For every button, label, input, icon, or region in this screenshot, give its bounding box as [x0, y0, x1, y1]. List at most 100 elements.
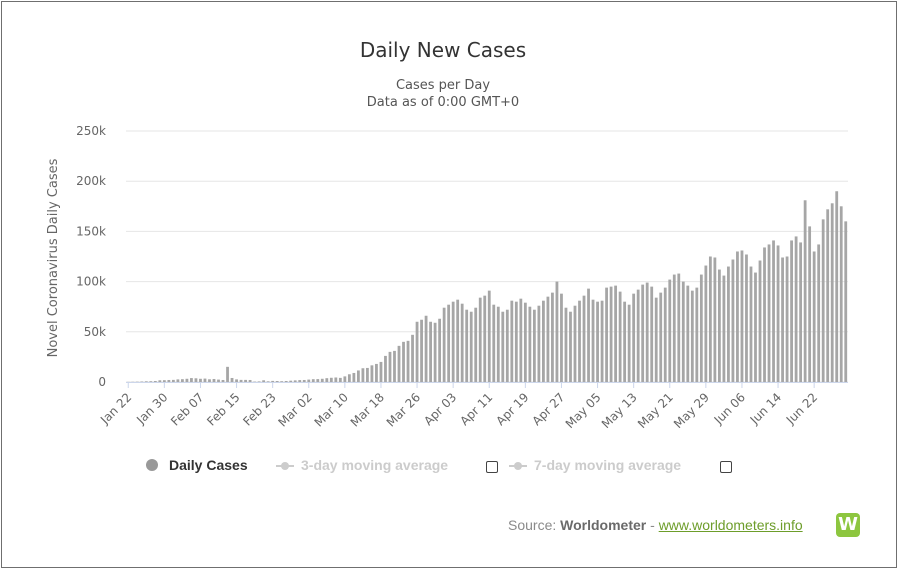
bar[interactable] — [284, 381, 288, 382]
bar[interactable] — [388, 351, 392, 382]
bar[interactable] — [171, 379, 175, 382]
bar[interactable] — [731, 259, 735, 382]
bar[interactable] — [199, 378, 202, 382]
bar[interactable] — [302, 379, 306, 382]
bar[interactable] — [492, 304, 496, 382]
bar[interactable] — [817, 244, 821, 382]
bar[interactable] — [830, 203, 834, 382]
bar[interactable] — [596, 301, 599, 382]
bar[interactable] — [672, 274, 676, 382]
bar[interactable] — [221, 379, 225, 382]
bar[interactable] — [144, 381, 148, 382]
bar[interactable] — [523, 302, 527, 382]
bar[interactable] — [212, 378, 216, 382]
bar[interactable] — [334, 377, 338, 382]
bar[interactable] — [415, 321, 419, 382]
bar[interactable] — [519, 298, 523, 382]
bar[interactable] — [244, 379, 247, 382]
bar[interactable] — [794, 236, 798, 382]
bar[interactable] — [772, 240, 775, 382]
bar[interactable] — [514, 301, 518, 382]
bar[interactable] — [203, 378, 207, 382]
bar[interactable] — [763, 247, 766, 382]
bar[interactable] — [325, 378, 329, 382]
bar[interactable] — [266, 381, 270, 382]
bar[interactable] — [510, 300, 514, 382]
bars-daily-cases[interactable] — [126, 191, 848, 383]
bar[interactable] — [835, 191, 839, 382]
legend-item-daily-cases[interactable]: Daily Cases — [146, 457, 256, 475]
legend-item-7day-average[interactable]: 7-day moving average — [509, 457, 699, 475]
bar[interactable] — [411, 334, 414, 382]
bar[interactable] — [812, 251, 816, 382]
bar[interactable] — [564, 307, 568, 382]
bar[interactable] — [821, 219, 825, 382]
bar[interactable] — [785, 256, 789, 383]
bar[interactable] — [153, 381, 157, 382]
bar[interactable] — [496, 306, 500, 382]
bar[interactable] — [542, 300, 545, 382]
bar[interactable] — [316, 379, 320, 382]
bar[interactable] — [311, 379, 315, 382]
bar[interactable] — [623, 301, 627, 382]
bar[interactable] — [839, 206, 843, 382]
bar[interactable] — [167, 379, 171, 382]
bar[interactable] — [420, 319, 423, 382]
bar[interactable] — [695, 287, 699, 382]
bar[interactable] — [379, 361, 383, 382]
bar[interactable] — [699, 274, 703, 382]
bar[interactable] — [253, 381, 257, 383]
bar[interactable] — [248, 379, 252, 382]
bar[interactable] — [230, 377, 234, 382]
bar[interactable] — [352, 372, 356, 382]
bar[interactable] — [749, 266, 753, 382]
bar[interactable] — [717, 269, 721, 382]
bar[interactable] — [740, 250, 744, 382]
bar[interactable] — [686, 285, 690, 382]
bar[interactable] — [275, 381, 279, 382]
bar[interactable] — [329, 377, 333, 382]
bar[interactable] — [546, 296, 550, 382]
bar[interactable] — [361, 368, 365, 382]
bar[interactable] — [654, 297, 658, 382]
bar[interactable] — [262, 380, 266, 382]
bar[interactable] — [257, 381, 261, 382]
bar[interactable] — [307, 379, 311, 382]
bar[interactable] — [226, 366, 229, 382]
bar[interactable] — [781, 257, 784, 383]
bar[interactable] — [406, 340, 410, 382]
bar[interactable] — [433, 322, 437, 382]
bar[interactable] — [465, 309, 469, 382]
bar[interactable] — [708, 256, 712, 383]
bar[interactable] — [208, 379, 211, 382]
bar[interactable] — [587, 288, 590, 382]
bar[interactable] — [808, 226, 812, 382]
bar[interactable] — [338, 377, 342, 382]
bar[interactable] — [727, 266, 730, 382]
worldometer-logo-icon[interactable]: W — [836, 513, 860, 537]
bar[interactable] — [429, 321, 432, 382]
bar[interactable] — [704, 265, 708, 382]
checkbox-3day-average[interactable] — [486, 461, 498, 473]
bar[interactable] — [483, 295, 487, 382]
bar[interactable] — [677, 273, 681, 382]
bar[interactable] — [528, 306, 532, 382]
bar[interactable] — [235, 379, 238, 382]
bar[interactable] — [636, 289, 640, 382]
bar[interactable] — [736, 251, 739, 382]
bar[interactable] — [298, 380, 302, 382]
bar[interactable] — [681, 281, 685, 382]
bar[interactable] — [149, 381, 153, 382]
bar[interactable] — [790, 240, 793, 382]
bar[interactable] — [799, 242, 803, 382]
bar[interactable] — [659, 292, 663, 382]
bar[interactable] — [645, 282, 649, 382]
bar[interactable] — [614, 285, 618, 382]
source-link[interactable]: www.worldometers.info — [658, 517, 803, 533]
bar[interactable] — [826, 209, 830, 382]
bar[interactable] — [478, 297, 482, 382]
bar[interactable] — [190, 378, 193, 382]
bar[interactable] — [632, 293, 636, 382]
bar[interactable] — [690, 290, 694, 382]
bar[interactable] — [844, 221, 848, 382]
